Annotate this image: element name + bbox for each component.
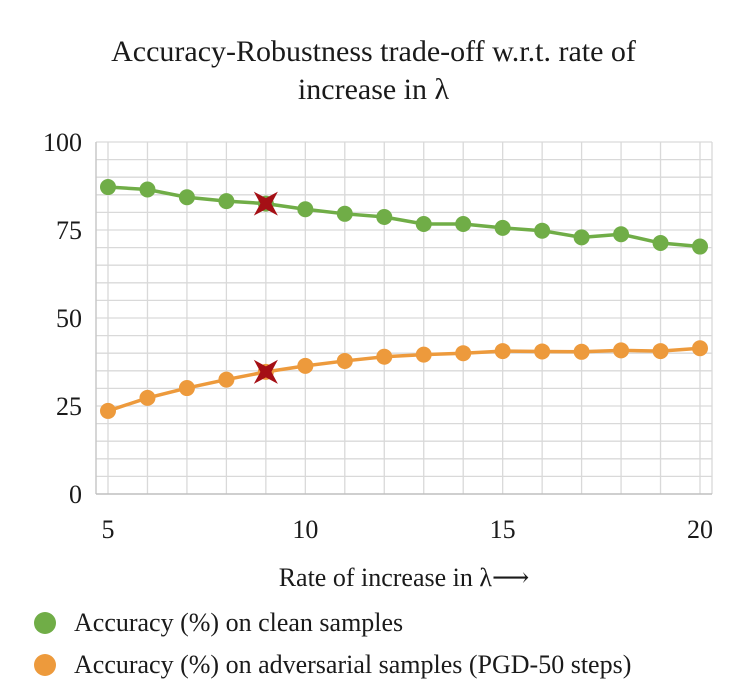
- data-point: [613, 342, 630, 359]
- data-point: [376, 208, 393, 225]
- highlight-star-marker: [253, 191, 278, 216]
- data-point: [534, 222, 551, 239]
- y-tick-label: 25: [56, 392, 82, 421]
- data-point: [573, 229, 590, 246]
- data-point: [652, 235, 669, 252]
- x-tick-label: 5: [102, 515, 115, 544]
- data-point: [573, 343, 590, 360]
- y-tick-label: 75: [56, 216, 82, 245]
- data-point: [297, 201, 314, 218]
- data-point: [218, 193, 235, 210]
- legend-item-adversarial: Accuracy (%) on adversarial samples (PGD…: [34, 650, 631, 680]
- tick-labels: 0 25 50 75 100 5 10 15 20 Rate of increase in λ⟶: [43, 128, 713, 592]
- legend-swatch-clean: [34, 612, 56, 634]
- data-point: [100, 402, 116, 419]
- data-point: [494, 219, 511, 236]
- x-tick-label: 20: [687, 515, 713, 544]
- series-lines: [100, 179, 708, 419]
- series-line-0: [107, 185, 701, 249]
- data-point: [376, 348, 393, 365]
- x-tick-label: 10: [292, 515, 318, 544]
- data-point: [534, 343, 551, 360]
- y-tick-label: 50: [56, 304, 82, 333]
- data-point: [178, 189, 195, 206]
- data-point: [100, 179, 116, 196]
- data-point: [297, 357, 314, 374]
- data-point: [415, 346, 432, 363]
- data-point: [178, 380, 195, 397]
- legend-item-clean: Accuracy (%) on clean samples: [34, 608, 403, 638]
- x-axis-label: Rate of increase in λ⟶: [279, 563, 530, 592]
- data-point: [692, 340, 708, 357]
- data-point: [494, 343, 511, 360]
- data-point: [336, 352, 353, 369]
- grid: [96, 141, 713, 494]
- data-point: [336, 205, 353, 222]
- data-point: [613, 226, 630, 243]
- data-point: [139, 389, 156, 406]
- data-point: [415, 216, 432, 233]
- axes: [95, 142, 712, 495]
- y-tick-label: 100: [43, 128, 82, 157]
- data-point: [652, 343, 669, 360]
- y-tick-label: 0: [69, 480, 82, 509]
- highlight-star-marker: [253, 359, 278, 384]
- x-tick-label: 15: [490, 515, 516, 544]
- legend-swatch-adversarial: [34, 654, 56, 676]
- series-line-1: [107, 346, 701, 413]
- chart-title-line-2: increase in λ: [297, 73, 450, 106]
- data-point: [692, 238, 708, 255]
- legend-label-adversarial: Accuracy (%) on adversarial samples (PGD…: [74, 650, 632, 679]
- chart-title-line-1: Accuracy-Robustness trade-off w.r.t. rat…: [111, 35, 636, 68]
- highlight-markers: [253, 191, 278, 384]
- data-point: [139, 181, 156, 198]
- data-point: [455, 216, 472, 233]
- data-point: [455, 345, 472, 362]
- data-point: [218, 371, 235, 388]
- legend-label-clean: Accuracy (%) on clean samples: [74, 608, 404, 637]
- line-chart: 0 25 50 75 100 5 10 15 20 Rate of increase in λ⟶: [43, 128, 713, 592]
